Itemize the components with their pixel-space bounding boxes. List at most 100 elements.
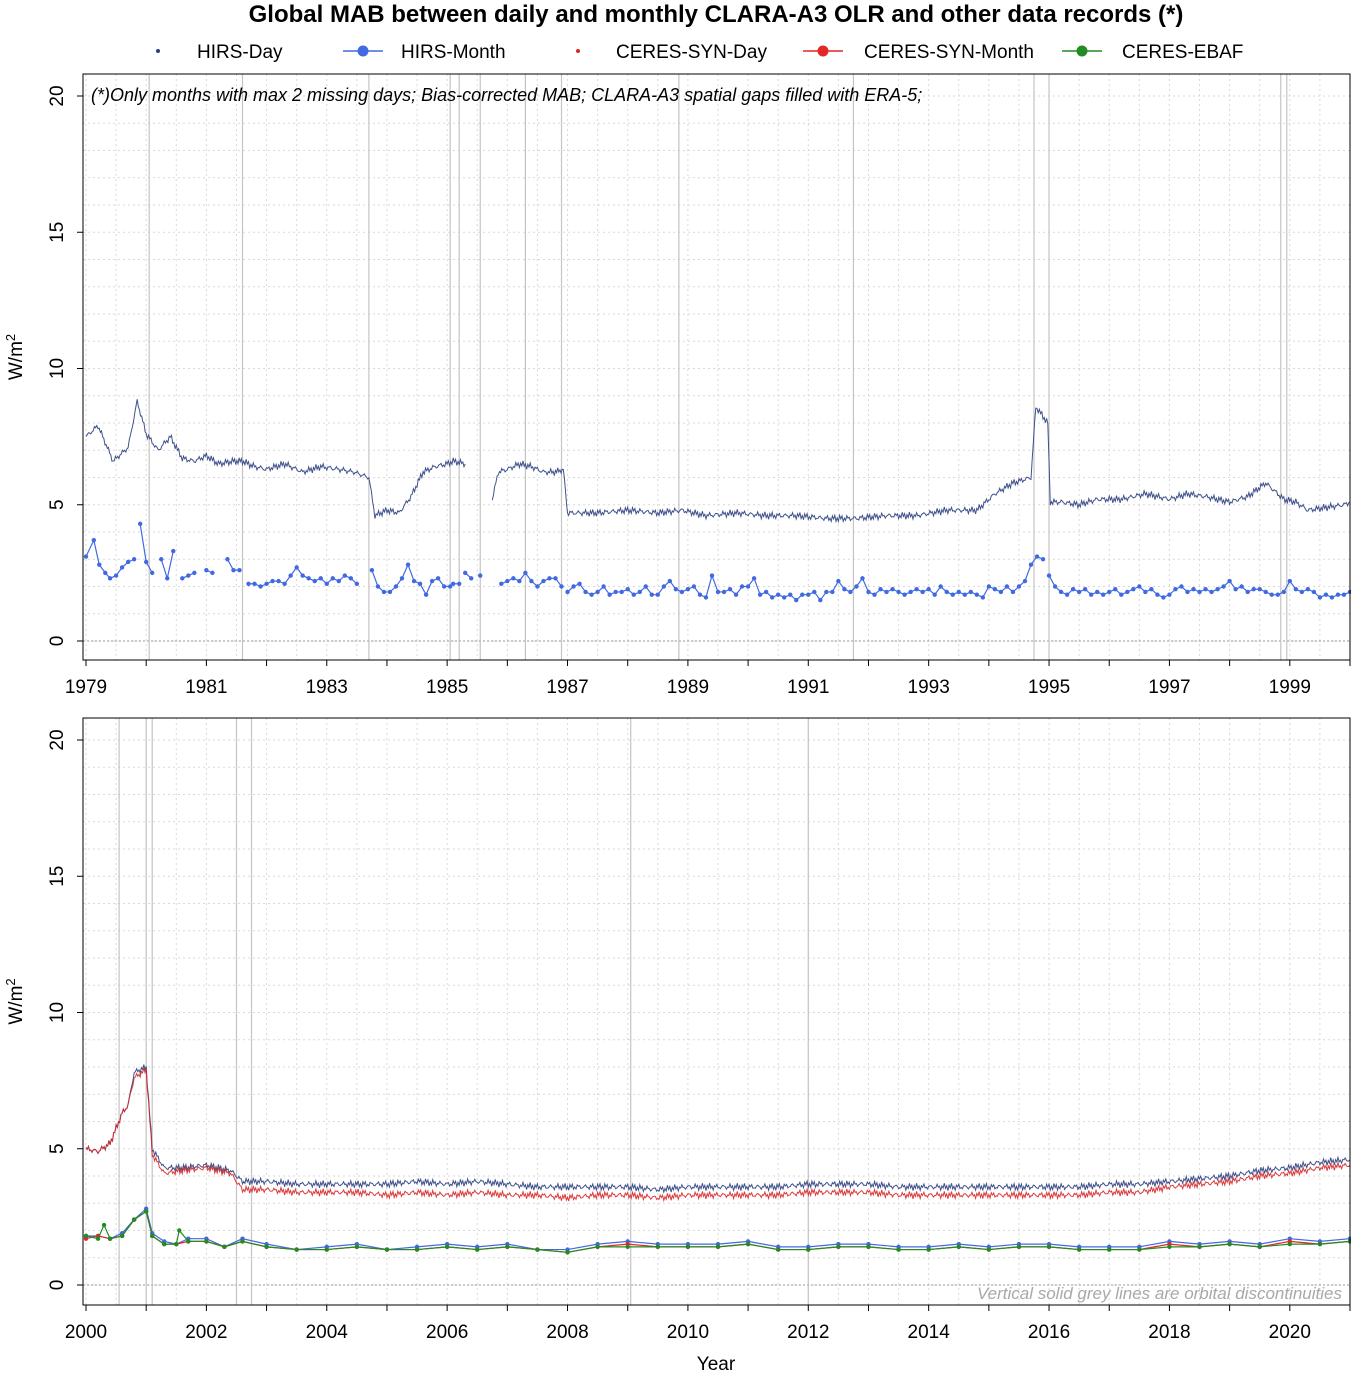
data-point <box>1275 592 1280 597</box>
data-point <box>1034 554 1040 559</box>
data-point <box>1281 589 1286 595</box>
y-axis-title: W/m2 <box>3 978 27 1024</box>
data-point <box>788 592 793 597</box>
grid <box>83 74 1351 660</box>
data-point <box>387 589 393 595</box>
data-point <box>1143 589 1148 595</box>
data-point <box>848 589 853 595</box>
data-point <box>83 554 89 559</box>
grid <box>83 718 1351 1305</box>
data-point <box>956 589 961 595</box>
data-point <box>1113 587 1118 592</box>
data-point <box>667 578 673 584</box>
data-point <box>577 581 582 586</box>
series-line <box>85 399 466 519</box>
data-point <box>399 576 405 581</box>
data-point <box>1227 578 1232 584</box>
data-point <box>180 576 185 581</box>
data-point <box>715 589 721 595</box>
data-point <box>806 592 811 597</box>
data-point <box>300 573 305 578</box>
data-point <box>204 567 209 573</box>
data-point <box>381 589 387 595</box>
data-point <box>559 584 564 589</box>
series-hirs-day <box>85 399 1351 524</box>
data-point <box>1173 587 1178 592</box>
data-point <box>595 589 600 595</box>
data-point <box>264 1244 269 1250</box>
data-point <box>637 589 642 595</box>
data-point <box>137 521 143 527</box>
legend-marker <box>357 45 369 57</box>
legend-marker <box>817 45 829 57</box>
x-tick-label: 2014 <box>908 1322 951 1343</box>
legend-entry: CERES-SYN-Day <box>576 42 767 63</box>
x-tick-label: 1999 <box>1269 677 1311 698</box>
data-point <box>101 1222 107 1228</box>
x-tick-label: 2008 <box>546 1322 588 1343</box>
data-point <box>450 581 456 586</box>
data-point <box>733 592 739 597</box>
data-point <box>83 1233 89 1239</box>
data-point <box>1197 1244 1202 1250</box>
x-tick-label: 1995 <box>1028 677 1070 698</box>
data-point <box>276 578 281 584</box>
data-point <box>745 584 751 589</box>
data-point <box>306 576 311 581</box>
data-point <box>150 570 155 576</box>
x-tick-label: 1979 <box>65 677 107 698</box>
data-point <box>751 576 757 581</box>
data-point <box>369 567 375 573</box>
series-line <box>160 550 174 581</box>
data-point <box>258 584 263 589</box>
data-point <box>854 584 859 589</box>
data-point <box>447 584 453 589</box>
data-point <box>1088 592 1094 597</box>
data-point <box>800 592 805 597</box>
panel-annotation: (*)Only months with max 2 missing days; … <box>91 85 922 105</box>
data-point <box>150 1233 155 1239</box>
data-point <box>1299 589 1305 595</box>
data-point <box>1070 587 1076 592</box>
plot-frame <box>82 717 1351 1306</box>
y-axis-title: W/m2 <box>3 334 27 380</box>
data-point <box>143 1209 149 1214</box>
data-point <box>429 578 435 584</box>
data-point <box>294 565 299 570</box>
data-point <box>1107 589 1112 595</box>
data-point <box>354 1244 360 1250</box>
data-point <box>763 589 769 595</box>
legend-label: HIRS-Day <box>197 42 283 63</box>
data-point <box>1016 1244 1022 1250</box>
data-point <box>1016 584 1022 589</box>
data-point <box>890 587 895 592</box>
data-point <box>177 1228 182 1233</box>
data-point <box>1341 592 1347 597</box>
data-point <box>1335 592 1341 597</box>
data-point <box>384 1247 390 1252</box>
y-tick-label: 15 <box>47 222 68 243</box>
data-point <box>715 1244 721 1250</box>
data-point <box>469 576 474 581</box>
data-point <box>1101 592 1106 597</box>
data-point <box>1149 587 1154 592</box>
data-point <box>1004 584 1010 589</box>
data-point <box>1082 587 1088 592</box>
data-point <box>1317 595 1323 600</box>
data-point <box>601 584 606 589</box>
data-point <box>1257 1244 1262 1250</box>
chart-title: Global MAB between daily and monthly CLA… <box>249 1 1184 28</box>
legend-marker <box>1076 45 1088 57</box>
data-point <box>775 592 781 597</box>
data-point <box>583 589 588 595</box>
x-tick-label: 1985 <box>426 677 468 698</box>
data-point <box>1251 587 1256 592</box>
data-point <box>643 584 648 589</box>
data-point <box>1323 592 1329 597</box>
data-point <box>1022 578 1028 584</box>
x-tick-label: 1981 <box>185 677 227 698</box>
legend-label: CERES-SYN-Day <box>616 42 767 63</box>
data-point <box>1107 1247 1112 1252</box>
data-point <box>95 1236 101 1241</box>
data-point <box>535 1247 540 1252</box>
